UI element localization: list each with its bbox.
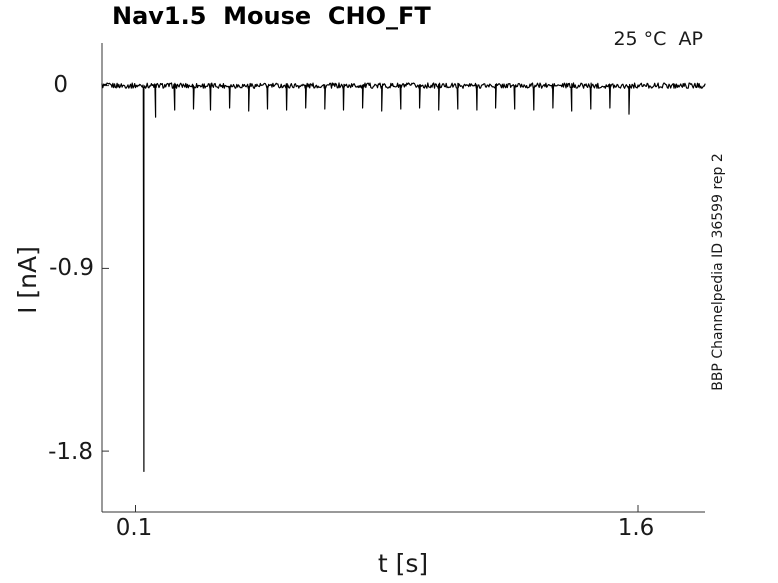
y-tick-label-0: 0 [53, 72, 68, 98]
watermark-vertical-text: BBP Channelpedia ID 36599 rep 2 [710, 153, 726, 391]
y-tick-label-neg1_8: -1.8 [48, 439, 93, 465]
x-tick-label-0_1: 0.1 [115, 515, 153, 541]
chart-title: Nav1.5 Mouse CHO_FT [112, 2, 431, 30]
y-axis-label: I [nA] [13, 246, 42, 314]
x-tick-label-1_6: 1.6 [617, 515, 655, 541]
temperature-protocol-annotation: 25 °C AP [613, 28, 703, 50]
x-axis-label: t [s] [377, 549, 429, 578]
y-tick-label-neg0_9: -0.9 [49, 255, 94, 281]
